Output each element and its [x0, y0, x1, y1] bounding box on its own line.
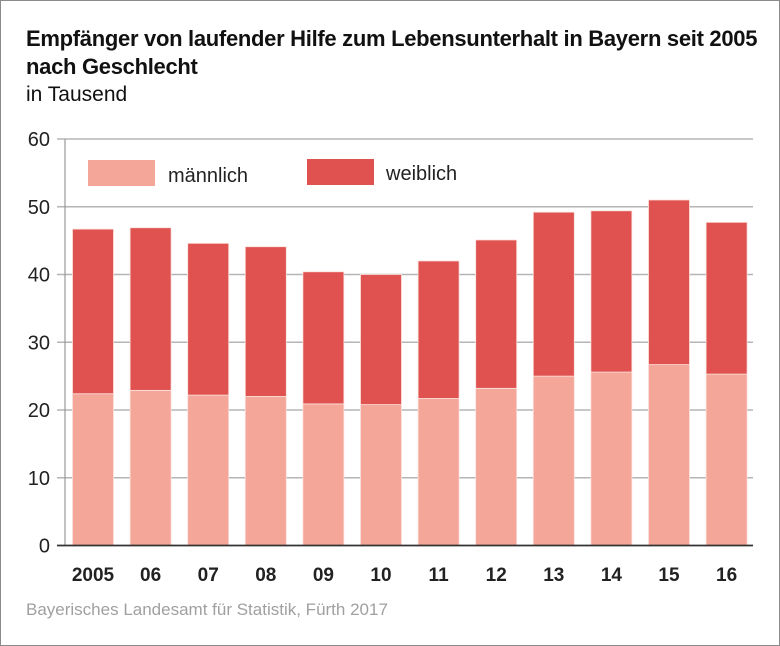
bar-weiblich-08	[244, 246, 287, 397]
bar-weiblich-2005	[72, 228, 114, 395]
y-tick-label-40: 40	[28, 265, 50, 287]
y-axis-ticks: 0 10 20 30 40 50 60	[28, 129, 50, 558]
y-tick-label-10: 10	[28, 468, 50, 490]
x-tick-label-12: 12	[486, 565, 507, 586]
bar-weiblich-12	[475, 239, 518, 389]
bar-weiblich-07	[187, 242, 230, 396]
x-tick-label-15: 15	[658, 565, 680, 586]
bar-weiblich-11	[417, 260, 460, 399]
x-tick-label-10: 10	[370, 565, 391, 586]
x-tick-label-16: 16	[716, 565, 737, 586]
bar-weiblich-14	[590, 210, 633, 373]
bar-maennlich-14	[590, 371, 633, 546]
x-tick-label-08: 08	[255, 565, 276, 586]
legend-swatch-weiblich	[307, 159, 374, 185]
y-tick-label-30: 30	[28, 332, 50, 354]
y-tick-label-0: 0	[39, 536, 50, 558]
chart-title: Empfänger von laufender Hilfe zum Lebens…	[26, 26, 758, 79]
bar-maennlich-09	[302, 403, 345, 546]
bar-maennlich-12	[475, 387, 518, 546]
x-tick-label-06: 06	[140, 565, 161, 586]
x-tick-label-11: 11	[429, 565, 450, 586]
bar-maennlich-10	[360, 404, 402, 546]
x-tick-label-07: 07	[198, 565, 219, 586]
bar-maennlich-15	[648, 364, 690, 546]
bar-weiblich-10	[360, 274, 402, 405]
x-tick-label-09: 09	[313, 565, 334, 586]
x-tick-label-13: 13	[543, 565, 564, 586]
bar-weiblich-06	[129, 227, 172, 391]
legend: männlich weiblich	[88, 159, 457, 187]
bar-weiblich-09	[302, 271, 345, 405]
x-axis-ticks: 2005 06 07 08 09 10 11 12 13 14 15 16	[72, 565, 737, 586]
bar-maennlich-07	[187, 394, 230, 546]
legend-label-maennlich: männlich	[168, 165, 248, 187]
bar-maennlich-2005	[72, 393, 114, 546]
bar-weiblich-15	[648, 199, 690, 366]
bar-maennlich-11	[417, 398, 460, 546]
bars	[72, 199, 748, 546]
x-tick-label-2005: 2005	[72, 565, 115, 586]
x-tick-label-14: 14	[601, 565, 623, 586]
axes	[57, 139, 753, 547]
bar-maennlich-06	[129, 389, 172, 546]
chart-subtitle: in Tausend	[26, 83, 128, 106]
bar-maennlich-13	[532, 375, 575, 546]
legend-swatch-maennlich	[88, 160, 155, 186]
bar-weiblich-13	[532, 211, 575, 377]
bar-maennlich-16	[705, 373, 748, 546]
y-tick-label-50: 50	[28, 197, 50, 219]
bar-weiblich-16	[705, 221, 748, 375]
y-tick-label-20: 20	[28, 400, 50, 422]
legend-label-weiblich: weiblich	[385, 163, 457, 185]
gridlines	[57, 138, 753, 479]
y-tick-label-60: 60	[28, 129, 50, 151]
source-note: Bayerisches Landesamt für Statistik, Für…	[26, 600, 388, 619]
bar-maennlich-08	[244, 396, 287, 546]
